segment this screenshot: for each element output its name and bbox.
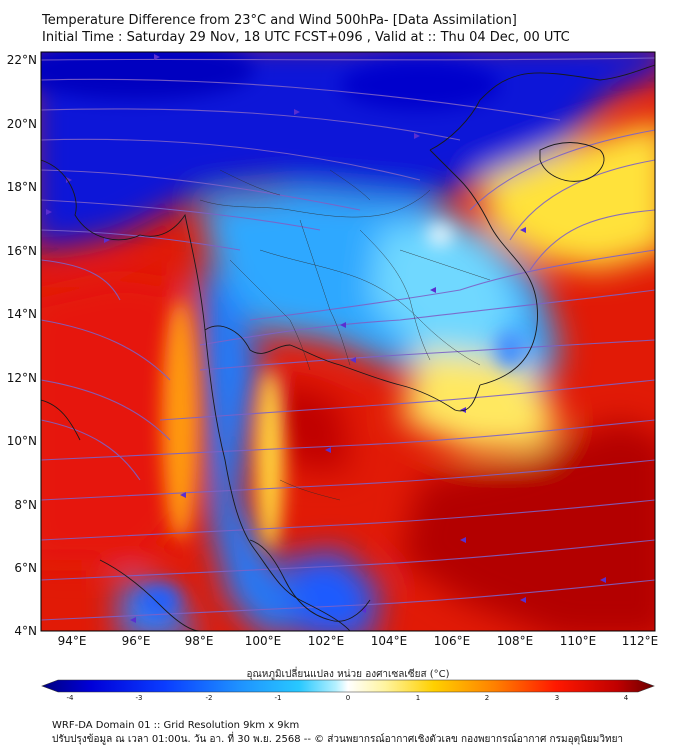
colorbar-tick: 4 [624,694,629,702]
colorbar-tick: 1 [416,694,420,702]
lon-label: 98°E [185,634,214,648]
latitude-axis: 22°N 20°N 18°N 16°N 14°N 12°N 10°N 8°N 6… [7,53,37,638]
lon-label: 104°E [371,634,408,648]
lon-label: 112°E [622,634,659,648]
lon-label: 102°E [308,634,345,648]
colorbar-tick: 3 [555,694,559,702]
colorbar-tick: -1 [275,694,282,702]
wind-streamlines [41,57,655,621]
country-borders [199,169,491,501]
temperature-field [41,52,655,631]
colorbar-tick: 2 [485,694,489,702]
lon-label: 108°E [497,634,534,648]
lat-label: 18°N [7,180,37,194]
lat-label: 12°N [7,371,37,385]
lon-label: 94°E [58,634,87,648]
longitude-axis: 94°E 96°E 98°E 100°E 102°E 104°E 106°E 1… [58,634,659,648]
lon-label: 106°E [434,634,471,648]
lat-label: 22°N [7,53,37,67]
colorbar-label: อุณหภูมิเปลี่ยนแปลง หน่วย องศาเซลเซียส (… [246,666,449,680]
lon-label: 96°E [122,634,151,648]
lat-label: 4°N [14,624,37,638]
wind-arrows [46,54,606,623]
colorbar-tick: -2 [206,694,213,702]
colorbar [41,679,655,693]
lat-label: 8°N [14,498,37,512]
lat-label: 14°N [7,307,37,321]
lon-label: 100°E [245,634,282,648]
lat-label: 6°N [14,561,37,575]
colorbar-tick: -4 [67,694,75,702]
coastlines [41,64,655,631]
lat-label: 10°N [7,434,37,448]
footer-line-2: ปรับปรุงข้อมูล ณ เวลา 01:00น. วัน อา. ที… [52,734,624,745]
lat-label: 20°N [7,117,37,131]
footer-line-1: WRF-DA Domain 01 :: Grid Resolution 9km … [52,720,300,731]
lat-label: 16°N [7,244,37,258]
colorbar-tick: -3 [136,694,143,702]
map-frame [40,51,656,632]
colorbar-ticks: -4 -3 -2 -1 0 1 2 3 4 [67,694,629,702]
title-line-1: Temperature Difference from 23°C and Win… [42,13,517,28]
colorbar-tick: 0 [346,694,350,702]
footer-credits: WRF-DA Domain 01 :: Grid Resolution 9km … [52,719,623,747]
title-line-2: Initial Time : Saturday 29 Nov, 18 UTC F… [42,30,570,45]
map-title: Temperature Difference from 23°C and Win… [42,12,570,46]
lon-label: 110°E [560,634,597,648]
